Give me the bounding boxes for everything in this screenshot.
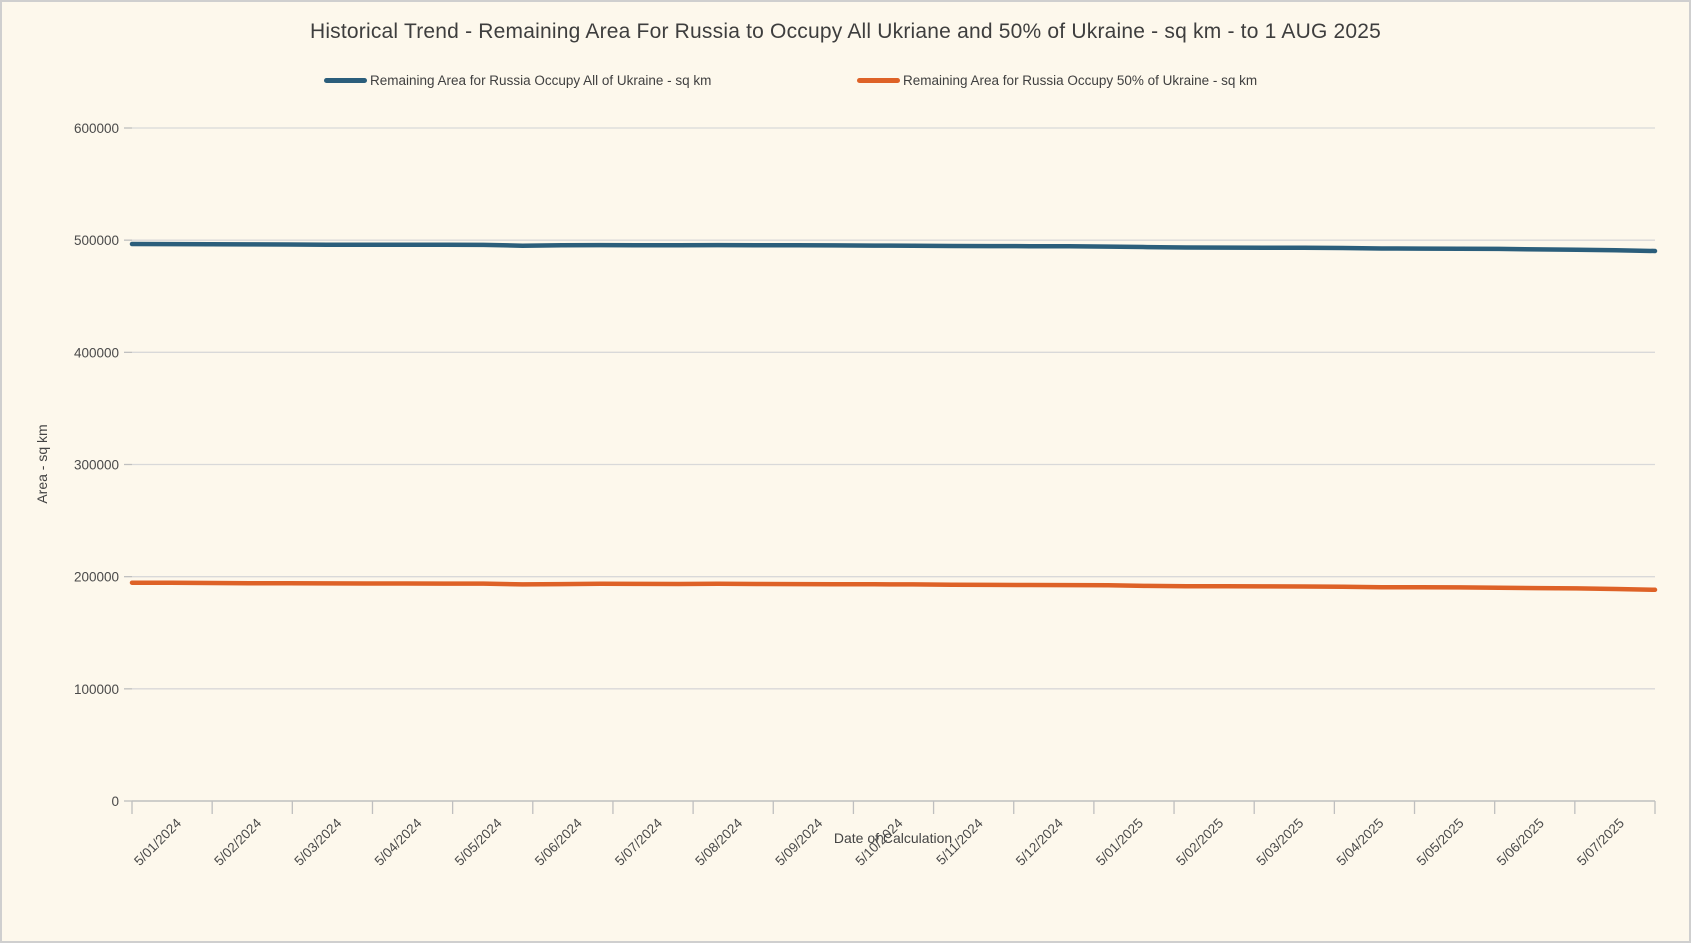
x-tick-label: 5/09/2024 — [772, 815, 825, 868]
legend-line-marker-all-ukraine-icon — [324, 78, 367, 83]
series-line-50pct-ukraine — [129, 580, 1658, 593]
gridlines — [124, 127, 1655, 802]
x-tick-label: 5/02/2024 — [211, 815, 264, 868]
x-tick-label: 5/04/2025 — [1333, 816, 1386, 869]
chart-title: Historical Trend - Remaining Area For Ru… — [309, 20, 1382, 43]
x-tick-label: 5/02/2025 — [1173, 816, 1226, 869]
x-tick-label: 5/06/2025 — [1494, 816, 1547, 869]
x-tick-label: 5/07/2025 — [1574, 816, 1627, 869]
x-tick-label: 5/03/2024 — [291, 815, 344, 868]
y-tick-label: 200000 — [74, 570, 119, 585]
x-tick-label: 5/05/2024 — [452, 815, 505, 868]
legend-label-50pct-ukraine: Remaining Area for Russia Occupy 50% of … — [903, 73, 1258, 88]
x-tick-label: 5/12/2024 — [1013, 815, 1066, 868]
y-tick-label: 400000 — [74, 345, 119, 360]
y-tick-label: 0 — [111, 794, 119, 809]
legend-item-50pct-ukraine: Remaining Area for Russia Occupy 50% of … — [857, 73, 1257, 88]
x-tick-label: 5/07/2024 — [612, 815, 665, 868]
x-tick-marks — [131, 801, 1656, 814]
x-tick-label: 5/05/2025 — [1414, 816, 1467, 869]
legend-item-all-ukraine: Remaining Area for Russia Occupy All of … — [324, 73, 711, 88]
y-axis-title: Area - sq km — [34, 424, 50, 504]
y-tick-label: 100000 — [74, 682, 119, 697]
y-tick-label: 600000 — [74, 121, 119, 136]
x-tick-label: 5/08/2024 — [692, 815, 745, 868]
x-tick-label: 5/03/2025 — [1253, 816, 1306, 869]
series-line-all-ukraine — [129, 241, 1658, 254]
y-tick-label: 300000 — [74, 458, 119, 473]
x-axis-title: Date of Calculation — [833, 830, 953, 846]
y-tick-labels: 0 100000 200000 300000 400000 500000 600000 — [74, 121, 119, 809]
legend-line-marker-50pct-icon — [857, 78, 900, 83]
y-tick-label: 500000 — [74, 233, 119, 248]
x-tick-label: 5/01/2024 — [131, 815, 184, 868]
x-tick-label: 5/01/2025 — [1093, 816, 1146, 869]
x-tick-label: 5/06/2024 — [532, 815, 585, 868]
legend-label-all-ukraine: Remaining Area for Russia Occupy All of … — [370, 73, 712, 88]
x-tick-label: 5/04/2024 — [372, 815, 425, 868]
